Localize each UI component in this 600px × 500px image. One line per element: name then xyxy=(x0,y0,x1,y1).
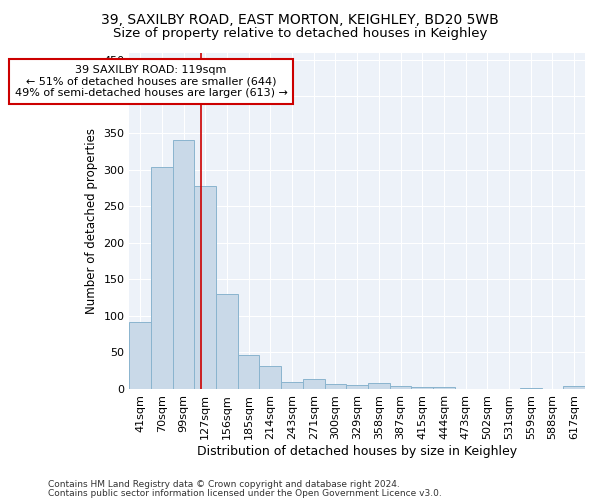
Bar xyxy=(238,354,259,389)
Text: Contains HM Land Registry data © Crown copyright and database right 2024.: Contains HM Land Registry data © Crown c… xyxy=(48,480,400,489)
Bar xyxy=(303,380,325,389)
Text: Contains public sector information licensed under the Open Government Licence v3: Contains public sector information licen… xyxy=(48,488,442,498)
Bar xyxy=(281,382,303,389)
Bar xyxy=(520,388,542,389)
Bar xyxy=(389,386,412,389)
Bar xyxy=(151,168,173,389)
Text: 39, SAXILBY ROAD, EAST MORTON, KEIGHLEY, BD20 5WB: 39, SAXILBY ROAD, EAST MORTON, KEIGHLEY,… xyxy=(101,12,499,26)
Bar xyxy=(563,386,585,389)
Y-axis label: Number of detached properties: Number of detached properties xyxy=(85,128,98,314)
Bar xyxy=(129,322,151,389)
Bar xyxy=(259,366,281,389)
Bar xyxy=(194,186,216,389)
Text: Size of property relative to detached houses in Keighley: Size of property relative to detached ho… xyxy=(113,28,487,40)
Text: 39 SAXILBY ROAD: 119sqm
← 51% of detached houses are smaller (644)
49% of semi-d: 39 SAXILBY ROAD: 119sqm ← 51% of detache… xyxy=(14,65,287,98)
Bar xyxy=(173,140,194,389)
Bar xyxy=(433,388,455,389)
Bar xyxy=(368,383,389,389)
Bar xyxy=(216,294,238,389)
Bar xyxy=(346,384,368,389)
Bar xyxy=(325,384,346,389)
Bar xyxy=(412,388,433,389)
X-axis label: Distribution of detached houses by size in Keighley: Distribution of detached houses by size … xyxy=(197,444,517,458)
